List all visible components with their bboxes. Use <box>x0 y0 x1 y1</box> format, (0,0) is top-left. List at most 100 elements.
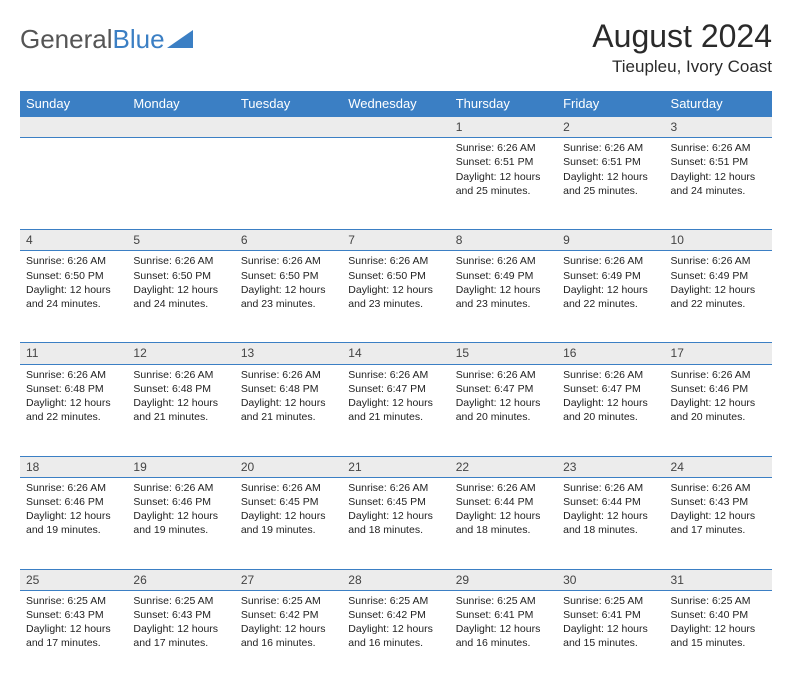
day-content: Sunrise: 6:25 AMSunset: 6:42 PMDaylight:… <box>235 591 342 655</box>
day-number-cell <box>127 117 234 138</box>
day-cell: Sunrise: 6:26 AMSunset: 6:46 PMDaylight:… <box>127 477 234 569</box>
day-number-cell <box>342 117 449 138</box>
day-header: Sunday <box>20 91 127 117</box>
day-content: Sunrise: 6:25 AMSunset: 6:40 PMDaylight:… <box>665 591 772 655</box>
day-content: Sunrise: 6:26 AMSunset: 6:51 PMDaylight:… <box>450 138 557 202</box>
day-number-cell <box>235 117 342 138</box>
day-cell: Sunrise: 6:26 AMSunset: 6:47 PMDaylight:… <box>342 364 449 456</box>
day-content: Sunrise: 6:26 AMSunset: 6:43 PMDaylight:… <box>665 478 772 542</box>
day-cell: Sunrise: 6:25 AMSunset: 6:43 PMDaylight:… <box>20 590 127 682</box>
day-number-cell: 14 <box>342 343 449 364</box>
day-content: Sunrise: 6:25 AMSunset: 6:41 PMDaylight:… <box>450 591 557 655</box>
day-cell: Sunrise: 6:26 AMSunset: 6:45 PMDaylight:… <box>342 477 449 569</box>
day-content: Sunrise: 6:26 AMSunset: 6:50 PMDaylight:… <box>127 251 234 315</box>
day-content: Sunrise: 6:25 AMSunset: 6:42 PMDaylight:… <box>342 591 449 655</box>
day-cell: Sunrise: 6:25 AMSunset: 6:42 PMDaylight:… <box>235 590 342 682</box>
day-header: Tuesday <box>235 91 342 117</box>
day-number-cell: 11 <box>20 343 127 364</box>
day-number-cell: 29 <box>450 569 557 590</box>
day-number-cell: 23 <box>557 456 664 477</box>
day-cell: Sunrise: 6:25 AMSunset: 6:42 PMDaylight:… <box>342 590 449 682</box>
day-number-cell: 13 <box>235 343 342 364</box>
calendar-table: SundayMondayTuesdayWednesdayThursdayFrid… <box>20 91 772 682</box>
day-cell: Sunrise: 6:26 AMSunset: 6:48 PMDaylight:… <box>127 364 234 456</box>
logo-text-general: General <box>20 24 113 55</box>
day-content: Sunrise: 6:26 AMSunset: 6:45 PMDaylight:… <box>235 478 342 542</box>
day-number-cell: 20 <box>235 456 342 477</box>
day-content: Sunrise: 6:26 AMSunset: 6:51 PMDaylight:… <box>665 138 772 202</box>
day-cell: Sunrise: 6:26 AMSunset: 6:49 PMDaylight:… <box>450 251 557 343</box>
day-content: Sunrise: 6:26 AMSunset: 6:46 PMDaylight:… <box>127 478 234 542</box>
day-cell: Sunrise: 6:26 AMSunset: 6:49 PMDaylight:… <box>557 251 664 343</box>
day-content: Sunrise: 6:26 AMSunset: 6:49 PMDaylight:… <box>450 251 557 315</box>
header: GeneralBlue August 2024 Tieupleu, Ivory … <box>20 18 772 77</box>
day-cell: Sunrise: 6:26 AMSunset: 6:50 PMDaylight:… <box>235 251 342 343</box>
day-cell <box>235 138 342 230</box>
day-content: Sunrise: 6:26 AMSunset: 6:45 PMDaylight:… <box>342 478 449 542</box>
logo-text-blue: Blue <box>113 24 165 55</box>
day-content: Sunrise: 6:25 AMSunset: 6:43 PMDaylight:… <box>127 591 234 655</box>
day-cell: Sunrise: 6:26 AMSunset: 6:44 PMDaylight:… <box>450 477 557 569</box>
day-number-cell: 15 <box>450 343 557 364</box>
day-cell: Sunrise: 6:26 AMSunset: 6:51 PMDaylight:… <box>557 138 664 230</box>
day-cell: Sunrise: 6:26 AMSunset: 6:46 PMDaylight:… <box>665 364 772 456</box>
day-content: Sunrise: 6:26 AMSunset: 6:47 PMDaylight:… <box>557 365 664 429</box>
day-content: Sunrise: 6:26 AMSunset: 6:46 PMDaylight:… <box>665 365 772 429</box>
day-number-cell: 3 <box>665 117 772 138</box>
logo-triangle-icon <box>167 24 193 55</box>
day-cell: Sunrise: 6:26 AMSunset: 6:43 PMDaylight:… <box>665 477 772 569</box>
day-cell: Sunrise: 6:26 AMSunset: 6:48 PMDaylight:… <box>20 364 127 456</box>
day-content: Sunrise: 6:26 AMSunset: 6:50 PMDaylight:… <box>20 251 127 315</box>
day-content: Sunrise: 6:26 AMSunset: 6:50 PMDaylight:… <box>342 251 449 315</box>
day-number-cell: 24 <box>665 456 772 477</box>
logo: GeneralBlue <box>20 24 193 55</box>
day-cell: Sunrise: 6:26 AMSunset: 6:44 PMDaylight:… <box>557 477 664 569</box>
day-number-cell: 17 <box>665 343 772 364</box>
day-number-cell: 10 <box>665 230 772 251</box>
day-number-cell: 31 <box>665 569 772 590</box>
day-number-cell: 19 <box>127 456 234 477</box>
day-number-cell: 2 <box>557 117 664 138</box>
day-content: Sunrise: 6:26 AMSunset: 6:51 PMDaylight:… <box>557 138 664 202</box>
day-number-cell: 30 <box>557 569 664 590</box>
day-content: Sunrise: 6:26 AMSunset: 6:49 PMDaylight:… <box>665 251 772 315</box>
day-number-cell: 16 <box>557 343 664 364</box>
day-number-cell: 26 <box>127 569 234 590</box>
day-number-cell: 25 <box>20 569 127 590</box>
day-number-cell: 5 <box>127 230 234 251</box>
day-cell: Sunrise: 6:26 AMSunset: 6:47 PMDaylight:… <box>450 364 557 456</box>
day-number-cell: 6 <box>235 230 342 251</box>
day-content: Sunrise: 6:26 AMSunset: 6:47 PMDaylight:… <box>450 365 557 429</box>
day-cell: Sunrise: 6:26 AMSunset: 6:51 PMDaylight:… <box>450 138 557 230</box>
day-header: Wednesday <box>342 91 449 117</box>
day-number-cell: 12 <box>127 343 234 364</box>
day-content: Sunrise: 6:25 AMSunset: 6:41 PMDaylight:… <box>557 591 664 655</box>
day-cell: Sunrise: 6:26 AMSunset: 6:48 PMDaylight:… <box>235 364 342 456</box>
day-content: Sunrise: 6:26 AMSunset: 6:48 PMDaylight:… <box>235 365 342 429</box>
day-content: Sunrise: 6:26 AMSunset: 6:48 PMDaylight:… <box>20 365 127 429</box>
day-content: Sunrise: 6:26 AMSunset: 6:47 PMDaylight:… <box>342 365 449 429</box>
location-text: Tieupleu, Ivory Coast <box>592 57 772 77</box>
day-number-cell: 27 <box>235 569 342 590</box>
day-header: Saturday <box>665 91 772 117</box>
title-block: August 2024 Tieupleu, Ivory Coast <box>592 18 772 77</box>
day-content: Sunrise: 6:26 AMSunset: 6:49 PMDaylight:… <box>557 251 664 315</box>
day-content: Sunrise: 6:26 AMSunset: 6:44 PMDaylight:… <box>450 478 557 542</box>
day-content: Sunrise: 6:25 AMSunset: 6:43 PMDaylight:… <box>20 591 127 655</box>
day-content: Sunrise: 6:26 AMSunset: 6:50 PMDaylight:… <box>235 251 342 315</box>
day-cell: Sunrise: 6:25 AMSunset: 6:41 PMDaylight:… <box>557 590 664 682</box>
day-cell: Sunrise: 6:26 AMSunset: 6:46 PMDaylight:… <box>20 477 127 569</box>
day-cell: Sunrise: 6:26 AMSunset: 6:49 PMDaylight:… <box>665 251 772 343</box>
day-content: Sunrise: 6:26 AMSunset: 6:48 PMDaylight:… <box>127 365 234 429</box>
day-cell: Sunrise: 6:25 AMSunset: 6:40 PMDaylight:… <box>665 590 772 682</box>
day-number-cell: 1 <box>450 117 557 138</box>
day-number-cell: 22 <box>450 456 557 477</box>
day-number-cell: 7 <box>342 230 449 251</box>
day-cell <box>127 138 234 230</box>
day-cell <box>20 138 127 230</box>
calendar-header-row: SundayMondayTuesdayWednesdayThursdayFrid… <box>20 91 772 117</box>
day-number-cell <box>20 117 127 138</box>
day-header: Thursday <box>450 91 557 117</box>
day-cell: Sunrise: 6:26 AMSunset: 6:45 PMDaylight:… <box>235 477 342 569</box>
day-cell: Sunrise: 6:26 AMSunset: 6:50 PMDaylight:… <box>342 251 449 343</box>
